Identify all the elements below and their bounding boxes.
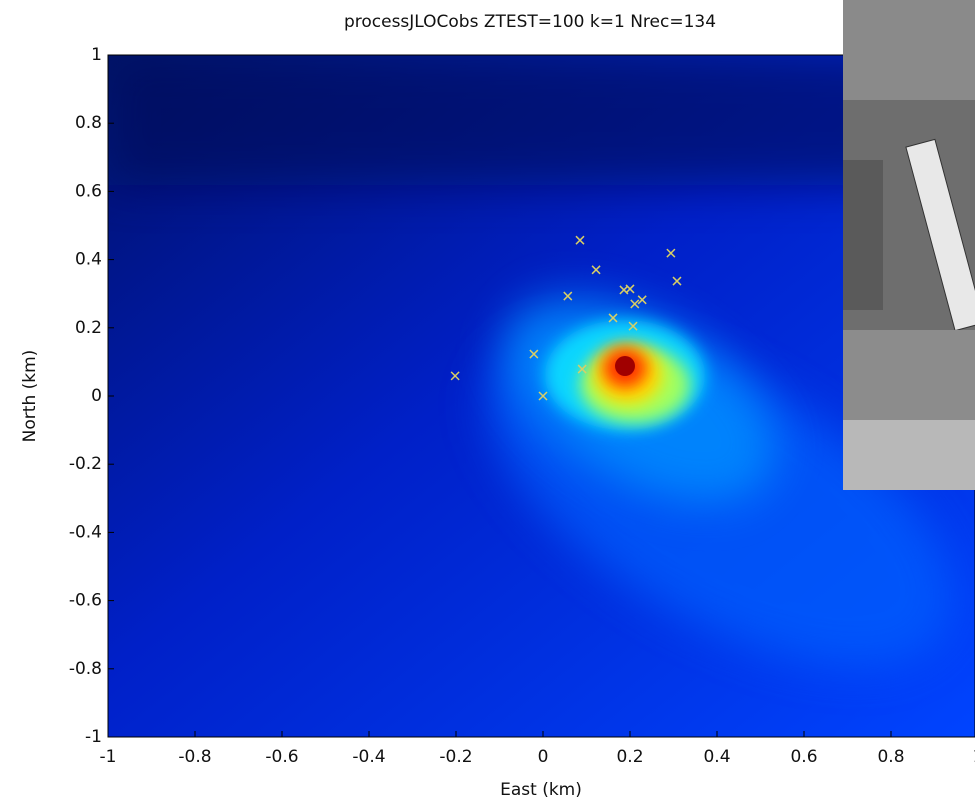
x-axis-label: East (km) xyxy=(500,780,582,800)
y-tick-label: 0 xyxy=(91,386,102,406)
y-tick-label: -0.6 xyxy=(69,591,102,611)
y-tick-label: 0.6 xyxy=(75,181,102,201)
y-tick-label: -1 xyxy=(85,727,102,747)
x-tick-label: 0.2 xyxy=(616,747,643,767)
x-tick-label: -0.8 xyxy=(178,747,211,767)
scatter-point xyxy=(591,265,601,275)
y-tick-label: -0.2 xyxy=(69,454,102,474)
x-tick-label: 0.6 xyxy=(790,747,817,767)
scatter-point xyxy=(628,321,638,331)
scatter-point xyxy=(529,349,539,359)
x-tick-label: -0.6 xyxy=(265,747,298,767)
y-tick-label: 0.4 xyxy=(75,250,102,270)
chart-title: processJLOCobs ZTEST=100 k=1 Nrec=134 xyxy=(344,12,716,32)
y-axis-label: North (km) xyxy=(20,350,40,443)
x-tick-label: 0 xyxy=(538,747,549,767)
inset-photo xyxy=(843,0,975,490)
x-tick-label: 0.8 xyxy=(877,747,904,767)
scatter-point xyxy=(538,391,548,401)
scatter-point xyxy=(577,364,587,374)
scatter-point xyxy=(575,235,585,245)
y-tick-label: -0.4 xyxy=(69,522,102,542)
y-tick-label: 1 xyxy=(91,45,102,65)
scatter-point xyxy=(666,248,676,258)
scatter-point xyxy=(672,276,682,286)
scatter-point xyxy=(637,295,647,305)
x-tick-label: 0.4 xyxy=(703,747,730,767)
x-tick-label: -0.4 xyxy=(352,747,385,767)
x-tick-label: -1 xyxy=(100,747,117,767)
y-tick-label: 0.2 xyxy=(75,318,102,338)
heatmap xyxy=(108,55,975,737)
y-tick-label: 0.8 xyxy=(75,113,102,133)
y-tick-label: -0.8 xyxy=(69,659,102,679)
scatter-point xyxy=(563,291,573,301)
scatter-point xyxy=(630,299,640,309)
scatter-point xyxy=(625,284,635,294)
x-tick-label: -0.2 xyxy=(439,747,472,767)
scatter-point xyxy=(450,371,460,381)
scatter-point xyxy=(608,313,618,323)
x-tick-label: 1 xyxy=(973,747,975,767)
